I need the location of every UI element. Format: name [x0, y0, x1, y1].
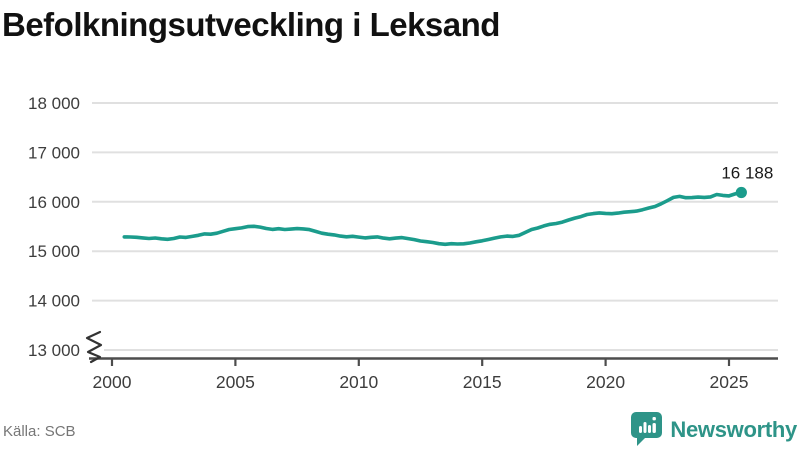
y-tick-label: 14 000: [28, 292, 80, 311]
axis-break-icon: [85, 330, 103, 364]
chart-title: Befolkningsutveckling i Leksand: [2, 6, 500, 43]
y-tick-label: 15 000: [28, 242, 80, 261]
newsworthy-logo: Newsworthy: [631, 411, 797, 448]
y-tick-label: 17 000: [28, 143, 80, 162]
x-tick-label: 2025: [710, 372, 749, 392]
x-tick-label: 2010: [339, 372, 378, 392]
x-tick-label: 2005: [216, 372, 255, 392]
y-tick-label: 13 000: [28, 341, 80, 360]
population-line-series: [122, 190, 744, 247]
latest-value-label: 16 188: [721, 164, 773, 183]
x-tick-label: 2000: [93, 372, 132, 392]
newsworthy-bubble-chart-icon: [631, 412, 663, 446]
x-tick-label: 2020: [586, 372, 625, 392]
latest-value-dot: [735, 186, 747, 199]
y-tick-label: 16 000: [28, 193, 80, 212]
source-label: Källa: SCB: [3, 423, 76, 440]
y-tick-label: 18 000: [28, 94, 80, 113]
x-tick-label: 2015: [463, 372, 502, 392]
brand-name: Newsworthy: [670, 416, 797, 442]
